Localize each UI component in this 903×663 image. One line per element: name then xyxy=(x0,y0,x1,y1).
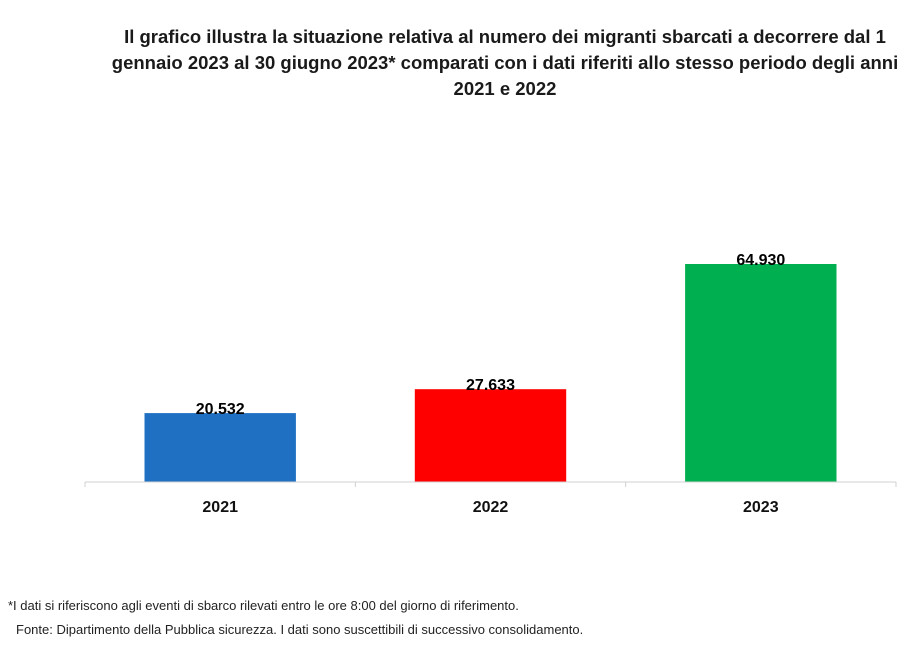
bar-2022 xyxy=(415,389,566,482)
x-tick-label-2022: 2022 xyxy=(473,499,509,516)
x-tick-label-2023: 2023 xyxy=(743,499,779,516)
data-label-2023: 64.930 xyxy=(736,252,785,269)
data-label-2021: 20.532 xyxy=(196,401,245,418)
footnote-note: *I dati si riferiscono agli eventi di sb… xyxy=(8,598,519,613)
bar-2023 xyxy=(685,264,836,482)
bar-2021 xyxy=(145,413,296,482)
footnote-source: Fonte: Dipartimento della Pubblica sicur… xyxy=(16,622,583,637)
x-tick-label-2021: 2021 xyxy=(202,499,238,516)
bars-layer xyxy=(145,264,837,482)
data-label-2022: 27.633 xyxy=(466,377,515,394)
ticks-layer xyxy=(85,482,896,487)
